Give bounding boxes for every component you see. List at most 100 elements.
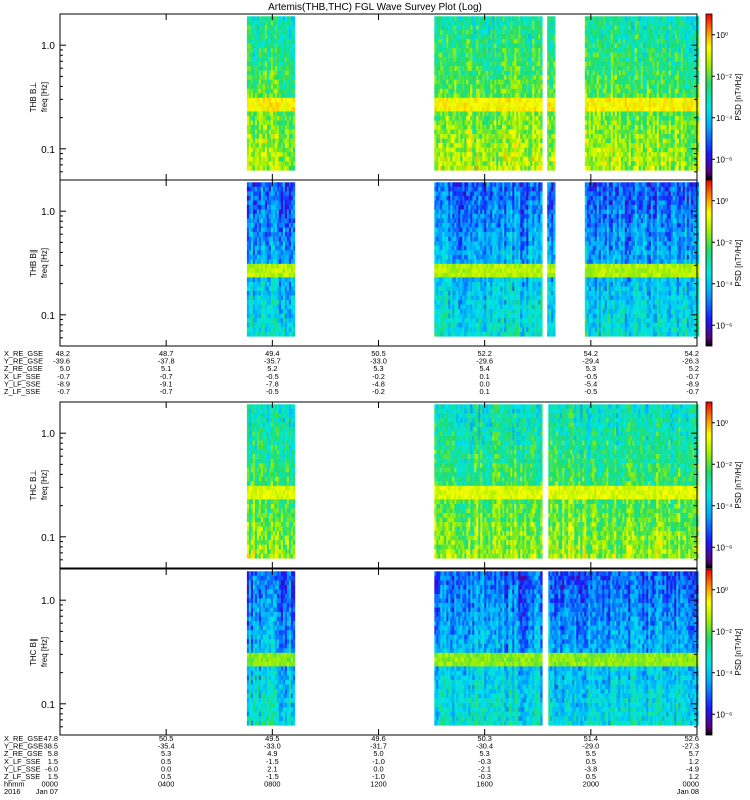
spectrogram-cell <box>468 66 471 71</box>
spectrogram-cell <box>466 125 469 130</box>
spectrogram-cell <box>630 93 634 99</box>
spectrogram-cell <box>636 106 640 112</box>
spectrogram-cell <box>274 93 278 99</box>
spectrogram-cell <box>666 48 670 53</box>
spectrogram-cell <box>288 138 292 144</box>
spectrogram-cell <box>250 214 254 219</box>
spectrogram-cell <box>586 75 590 80</box>
spectrogram-cell <box>484 120 487 126</box>
spectrogram-cell <box>456 88 459 94</box>
spectrogram-cell <box>604 79 608 85</box>
spectrogram-cell <box>530 120 533 126</box>
spectrogram-cell <box>448 134 451 139</box>
spectrogram-cell <box>640 120 644 126</box>
spectrogram-cell <box>518 93 521 99</box>
spectrogram-cell <box>656 39 660 44</box>
spectrogram-cell <box>284 20 288 26</box>
spectrogram-cell <box>510 52 513 58</box>
spectrogram-cell <box>250 232 254 237</box>
spectrogram-cell <box>662 66 666 71</box>
spectrogram-cell <box>632 20 636 26</box>
spectrogram-cell <box>526 125 529 130</box>
spectrogram-cell <box>608 29 612 35</box>
spectrogram-cell <box>600 120 604 126</box>
spectrogram-cell <box>656 34 660 40</box>
spectrogram-cell <box>264 39 268 44</box>
spectrogram-cell <box>534 116 537 121</box>
spectrogram-cell <box>604 102 608 108</box>
spectrogram-cell <box>526 20 529 26</box>
spectrogram-cell <box>606 165 610 171</box>
spectrogram-cell <box>668 48 672 53</box>
spectrogram-cell <box>462 125 465 130</box>
spectrogram-cell <box>536 29 539 35</box>
spectrogram-cell <box>258 138 262 144</box>
spectrogram-cell <box>272 75 276 80</box>
spectrogram-cell <box>551 43 554 49</box>
spectrogram-cell <box>584 39 588 44</box>
spectrogram-cell <box>502 88 505 94</box>
spectrogram-cell <box>638 79 642 85</box>
spectrogram-cell <box>652 97 656 103</box>
spectrogram-cell <box>553 93 556 99</box>
spectrogram-cell <box>514 116 517 121</box>
spectrogram-cell <box>632 93 636 99</box>
spectrogram-cell <box>444 93 447 99</box>
spectrogram-cell <box>492 75 495 80</box>
spectrogram-cell <box>248 295 252 301</box>
spectrogram-cell <box>528 20 531 26</box>
spectrogram-cell <box>614 75 618 80</box>
spectrogram-cell <box>250 309 254 314</box>
spectrogram-cell <box>494 43 497 49</box>
spectrogram-cell <box>618 84 622 90</box>
spectrogram-cell <box>660 39 664 44</box>
spectrogram-cell <box>594 75 598 80</box>
spectrogram-cell <box>538 161 541 167</box>
spectrogram-cell <box>444 116 447 121</box>
spectrogram-cell <box>692 88 696 94</box>
spectrogram-cell <box>520 25 523 31</box>
spectrogram-cell <box>553 138 556 144</box>
spectrogram-cell <box>292 43 296 49</box>
spectrogram-cell <box>476 116 479 121</box>
spectrogram-cell <box>547 143 550 148</box>
spectrogram-cell <box>264 129 268 135</box>
spectrogram-cell <box>696 79 700 85</box>
spectrogram-cell <box>626 16 630 22</box>
spectrogram-cell <box>246 318 250 323</box>
spectrogram-cell <box>262 165 266 171</box>
spectrogram-cell <box>510 97 513 103</box>
spectrogram-cell <box>508 66 511 71</box>
spectrogram-cell <box>662 116 666 121</box>
spectrogram-cell <box>551 129 554 135</box>
spectrogram-cell <box>524 29 527 35</box>
spectrogram-cell <box>690 156 694 162</box>
spectrogram-cell <box>652 111 656 117</box>
spectrogram-cell <box>610 93 614 99</box>
spectrogram-cell <box>692 84 696 90</box>
spectrogram-cell <box>688 102 692 108</box>
spectrogram-cell <box>252 268 256 274</box>
spectrogram-cell <box>276 111 280 117</box>
spectrogram-cell <box>246 84 250 90</box>
spectrogram-cell <box>612 70 616 76</box>
spectrogram-cell <box>592 88 596 94</box>
spectrogram-cell <box>292 57 296 62</box>
spectrogram-cell <box>524 70 527 76</box>
spectrogram-cell <box>632 29 636 35</box>
colorbar-label: PSD [nT²/Hz] <box>734 73 743 120</box>
spectrogram-cell <box>590 102 594 108</box>
spectrogram-cell <box>478 161 481 167</box>
spectrogram-cell <box>464 29 467 35</box>
spectrogram-cell <box>616 29 620 35</box>
spectrogram-cell <box>551 20 554 26</box>
spectrogram-cell <box>274 125 278 130</box>
spectrogram-cell <box>614 147 618 153</box>
spectrogram-cell <box>654 79 658 85</box>
spectrogram-cell <box>488 70 491 76</box>
spectrogram-cell <box>254 88 258 94</box>
spectrogram-cell <box>436 116 439 121</box>
spectrogram-cell <box>496 34 499 40</box>
spectrogram-cell <box>460 143 463 148</box>
spectrogram-cell <box>664 125 668 130</box>
